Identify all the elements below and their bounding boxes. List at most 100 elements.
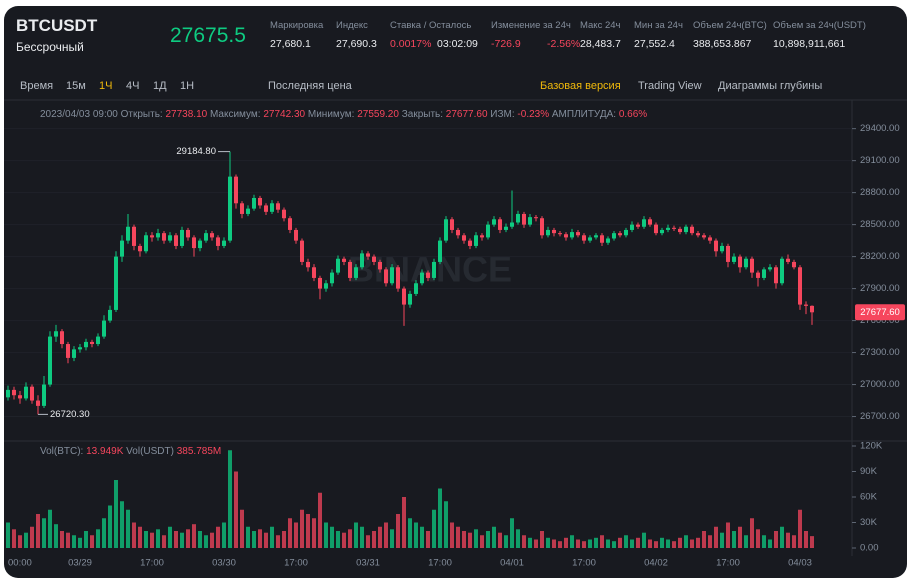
volume-bar [6, 522, 10, 548]
volume-bar [186, 529, 190, 548]
candle-body [174, 235, 178, 246]
candle-body [504, 226, 508, 230]
volume-bar [354, 522, 358, 548]
y-tick-label: 26700.00 [860, 411, 900, 422]
volume-bar [558, 541, 562, 548]
stat-label: Маркировка [270, 20, 324, 31]
volume-bar [582, 541, 586, 548]
x-tick-label: 03/31 [356, 558, 380, 569]
legend-text: 27559.20 [357, 109, 402, 120]
interval[interactable]: 15м [66, 80, 86, 92]
candle-body [192, 237, 196, 249]
candle-body [756, 272, 760, 278]
volume-bar [474, 529, 478, 548]
volume-bar [198, 531, 202, 548]
volume-bar [456, 526, 460, 548]
volume-bar [78, 537, 82, 548]
volume-bar [18, 535, 22, 548]
candle-body [360, 253, 364, 268]
stat-extra: 03:02:09 [437, 38, 478, 50]
vol-tick-label: 30K [860, 517, 878, 528]
candle-body [108, 309, 112, 321]
volume-bar [414, 522, 418, 548]
volume-legend: Vol(BTC): 13.949K Vol(USDT) 385.785M [40, 446, 221, 457]
candle-body [522, 213, 526, 225]
volume-bar [510, 518, 514, 548]
candle-body [732, 256, 736, 262]
x-tick-label: 04/02 [644, 558, 668, 569]
volume-bar [804, 531, 808, 548]
candle-body [288, 218, 292, 230]
volume-bar [240, 509, 244, 548]
candle-body [468, 240, 472, 246]
volume-bar [732, 531, 736, 548]
candle-body [558, 233, 562, 235]
volume-bar [246, 526, 250, 548]
candle-body [306, 261, 310, 268]
y-tick-label: 27000.00 [860, 379, 900, 390]
volume-bar [618, 537, 622, 548]
volume-bar [42, 518, 46, 548]
volume-bar [390, 529, 394, 548]
view-tab[interactable]: Диаграммы глубины [718, 80, 823, 92]
candle-body [72, 349, 76, 358]
stat-label: Объем за 24ч(USDT) [773, 20, 866, 31]
volume-bar [666, 539, 670, 548]
candle-body [66, 344, 70, 358]
candle-body [618, 233, 622, 236]
candle-body [534, 217, 538, 219]
y-tick-label: 29400.00 [860, 123, 900, 134]
legend-text: Открыть: [120, 109, 166, 120]
volume-bar [114, 480, 118, 548]
interval[interactable]: 1Н [180, 80, 195, 92]
volume-bar [600, 535, 604, 548]
candle-body [132, 226, 136, 246]
price-type[interactable]: Последняя цена [268, 80, 352, 92]
volume-bar [492, 526, 496, 548]
volume-bar [108, 505, 112, 548]
candle-body [276, 203, 280, 210]
volume-bar [438, 488, 442, 548]
candle-body [594, 235, 598, 238]
candle-body [102, 320, 106, 337]
symbol[interactable]: BTCUSDT [16, 16, 98, 35]
view-tab[interactable]: Trading View [638, 80, 702, 92]
legend-text: Vol(USDT) [126, 446, 177, 457]
view-tab[interactable]: Базовая версия [540, 80, 621, 92]
volume-bar [756, 529, 760, 548]
interval[interactable]: 1Ч [99, 80, 113, 92]
volume-bar [786, 532, 790, 548]
stat-label: Объем 24ч(BTC) [693, 20, 767, 31]
volume-bar [312, 518, 316, 548]
volume-bar [396, 514, 400, 548]
volume-bar [366, 535, 370, 548]
candle-body [528, 217, 532, 225]
volume-bar [264, 532, 268, 548]
candle-body [672, 227, 676, 229]
volume-bar [750, 518, 754, 548]
x-tick-label: 17:00 [140, 558, 164, 569]
candle-body [48, 336, 52, 385]
interval[interactable]: 1Д [153, 80, 167, 92]
candle-body [642, 219, 646, 227]
volume-bar [594, 537, 598, 548]
stat-value: 10,898,911,661 [773, 38, 846, 50]
stat-label: Изменение за 24ч [491, 20, 571, 31]
volume-bar [300, 509, 304, 548]
candle-body [450, 219, 454, 230]
candle-body [336, 258, 340, 273]
candle-body [378, 261, 382, 270]
volume-bar [432, 509, 436, 548]
candle-body [6, 389, 10, 398]
legend-text: Минимум: [307, 109, 358, 120]
legend-text: -0.23% [517, 109, 552, 120]
candle-body [114, 256, 118, 310]
volume-bar [222, 522, 226, 548]
volume-bar [150, 532, 154, 548]
interval[interactable]: 4Ч [126, 80, 140, 92]
candle-body [126, 226, 130, 241]
volume-bar [132, 522, 136, 548]
volume-bar [738, 526, 742, 548]
volume-bar [168, 526, 172, 548]
candle-body [774, 267, 778, 284]
